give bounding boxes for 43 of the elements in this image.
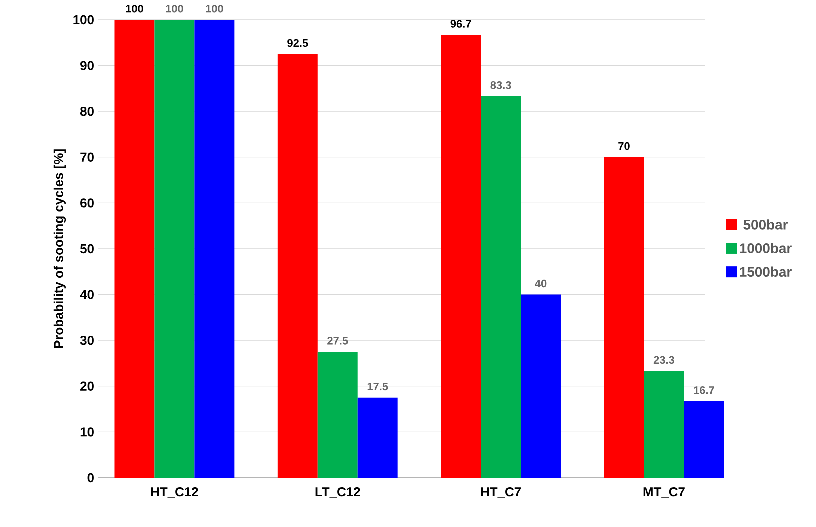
y-tick-label: 90: [80, 61, 94, 70]
data-label: 96.7: [450, 20, 472, 28]
y-tick-label: 50: [80, 244, 94, 254]
bar: [154, 20, 195, 478]
y-tick-label: 100: [74, 15, 94, 25]
data-label: 92.5: [288, 39, 308, 48]
data-label: 40: [535, 280, 547, 288]
data-label: 70: [618, 142, 630, 150]
legend-label: 1500bar: [740, 266, 792, 278]
y-tick-label: 60: [80, 198, 94, 208]
y-tick-label: 70: [80, 152, 94, 162]
bar: [278, 54, 318, 478]
x-tick-label: HT_C7: [481, 488, 521, 498]
bar: [521, 294, 562, 478]
data-label: 27.5: [328, 337, 348, 345]
x-tick-label: MT_C7: [644, 488, 685, 498]
y-tick-label: 80: [80, 106, 94, 116]
bar: [114, 20, 155, 478]
y-tick-label: 40: [80, 290, 94, 300]
data-label: 100: [126, 5, 144, 13]
bar: [481, 96, 522, 478]
y-tick-label: 10: [80, 428, 94, 437]
data-label: 100: [166, 5, 184, 13]
bar: [644, 371, 684, 478]
data-label: 23.3: [654, 356, 674, 364]
x-tick-label: HT_C12: [151, 488, 198, 498]
bar: [318, 352, 358, 478]
data-label: 100: [206, 5, 224, 13]
legend-label: 500bar: [744, 220, 788, 230]
bar: [358, 398, 398, 478]
y-axis-title: Probability of sooting cycles [%]: [54, 150, 66, 348]
y-tick-label: 30: [80, 336, 94, 346]
bar: [441, 35, 482, 478]
bar: [604, 157, 644, 478]
bar: [194, 20, 235, 478]
data-label: 83.3: [490, 82, 512, 90]
data-label: 17.5: [368, 382, 388, 391]
y-tick-label: 0: [88, 473, 94, 483]
bar: [684, 402, 724, 478]
legend-label: 1000bar: [740, 243, 792, 254]
x-tick-label: LT_C12: [316, 488, 360, 498]
data-label: 16.7: [694, 386, 714, 394]
y-tick-label: 20: [80, 382, 94, 391]
